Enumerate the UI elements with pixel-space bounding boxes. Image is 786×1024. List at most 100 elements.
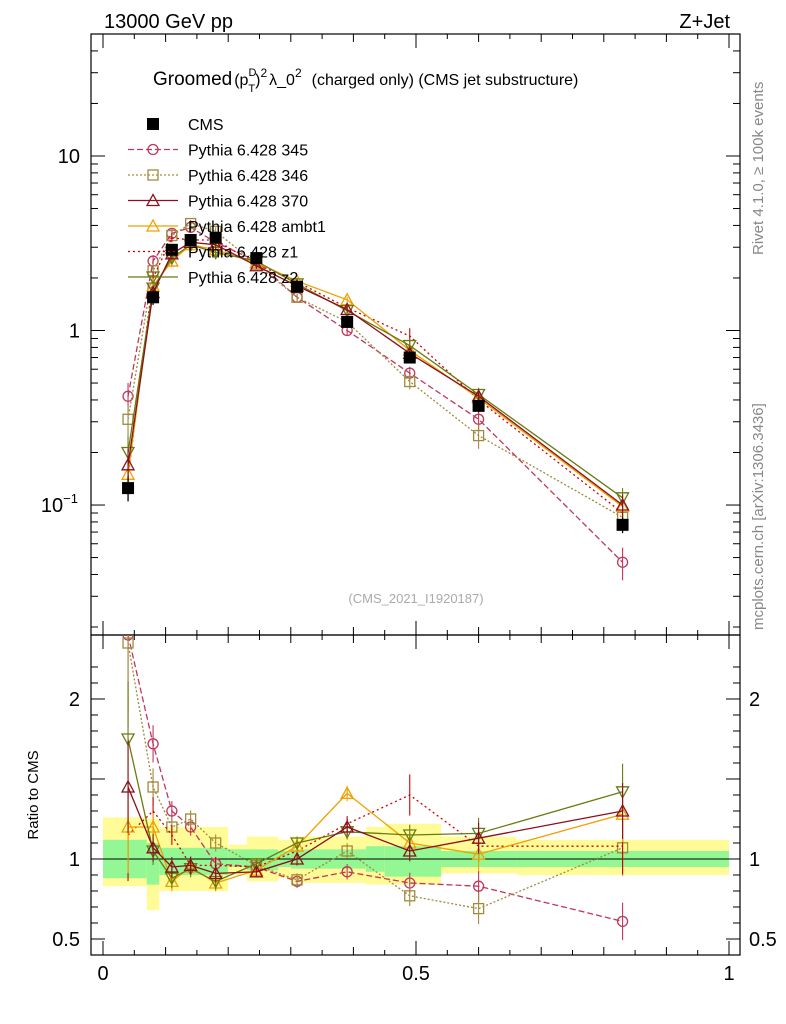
plot-title: Groomed (pD T)2 λ_02 (charged only) (CMS jet…	[153, 66, 578, 95]
ratio-point	[208, 866, 223, 880]
ratio-series-group	[120, 635, 630, 941]
legend-marker	[147, 169, 159, 181]
ratio-point	[291, 874, 303, 886]
ratio-point	[341, 866, 353, 878]
legend-label: Pythia 6.428 345	[188, 143, 308, 160]
ratio-point	[340, 786, 355, 800]
cms-point	[209, 231, 222, 244]
ratio-point	[472, 880, 485, 892]
ratio-y-tick-label: 2	[69, 689, 80, 711]
ratio-point	[616, 915, 629, 928]
ratio-point	[147, 738, 159, 750]
ratio-point	[289, 838, 305, 852]
main-y-tick-label: 10	[58, 146, 80, 168]
legend-label: Pythia 6.428 346	[188, 168, 308, 185]
data-point	[249, 258, 264, 272]
ratio-point	[249, 858, 264, 872]
x-tick-label: 0.5	[402, 963, 430, 985]
band-inner-3	[228, 849, 247, 867]
legend-label: Pythia 6.428 z1	[188, 245, 298, 262]
data-point	[615, 497, 630, 511]
legend-marker	[147, 118, 159, 130]
cms-point	[184, 234, 197, 247]
data-point	[120, 446, 136, 460]
data-point	[120, 457, 136, 471]
ratio-point	[341, 845, 353, 857]
ratio-point	[166, 805, 178, 817]
data-point	[472, 413, 485, 425]
ratio-point	[249, 864, 264, 878]
ratio-point	[120, 779, 136, 793]
ratio-axis-label: Ratio to CMS	[25, 750, 42, 839]
series-cms	[122, 231, 629, 534]
data-point	[184, 217, 197, 230]
ratio-y-tick-label-right: 0.5	[749, 929, 777, 951]
ratio-point	[289, 837, 305, 851]
analysis-watermark: (CMS_2021_I1920187)	[348, 591, 483, 606]
data-point	[616, 556, 629, 568]
ratio-plot-frame	[90, 634, 741, 956]
legend-label: Pythia 6.428 370	[188, 194, 308, 211]
ratio-point	[471, 830, 486, 844]
ratio-y-tick-label-right: 2	[749, 689, 760, 711]
ratio-point	[402, 843, 417, 857]
legend-item-3: Pythia 6.428 370	[128, 193, 308, 211]
cms-point	[147, 291, 160, 304]
main-y-tick-label: 1	[69, 321, 80, 343]
ratio-y-tick-label: 1	[69, 849, 80, 871]
legend-item-5: Pythia 6.428 z1	[128, 245, 298, 262]
ratio-point	[147, 781, 159, 793]
x-tick-label: 1	[723, 963, 734, 985]
ratio-point	[122, 637, 134, 649]
legend-item-1: Pythia 6.428 345	[128, 143, 308, 160]
ratio-point	[615, 803, 630, 817]
cms-point	[616, 518, 629, 531]
legend-marker	[147, 143, 159, 156]
ratio-point	[120, 733, 136, 747]
data-point	[472, 429, 485, 442]
series-line	[127, 222, 623, 518]
ratio-point	[471, 846, 486, 860]
legend-item-6: Pythia 6.428 z2	[128, 270, 298, 287]
main-y-tick-label: 10−1	[41, 491, 78, 517]
legend-label: CMS	[188, 117, 224, 134]
ratio-point	[184, 813, 197, 825]
data-point	[340, 302, 355, 316]
ratio-y-tick-label-right: 1	[749, 849, 760, 871]
legend-item-4: Pythia 6.428 ambt1	[128, 218, 326, 236]
legend-item-0: CMS	[147, 117, 224, 134]
ratio-point	[164, 859, 179, 873]
data-point	[208, 237, 223, 251]
legend-label: Pythia 6.428 ambt1	[188, 219, 326, 236]
ratio-y-tick-label: 0.5	[52, 929, 80, 951]
ratio-point	[210, 837, 222, 849]
axis-ticks	[91, 33, 740, 955]
ratio-point	[402, 829, 417, 843]
data-point	[122, 390, 134, 402]
ratio-line	[127, 642, 623, 910]
legend-item-2: Pythia 6.428 346	[128, 168, 308, 185]
cms-point	[472, 399, 485, 412]
legend-marker	[145, 271, 161, 285]
mcplots-label: mcplots.cern.ch [arXiv:1306.3436]	[750, 403, 767, 630]
ratio-series-3	[120, 740, 630, 882]
data-point	[402, 339, 417, 353]
cms-point	[250, 252, 263, 265]
data-point	[615, 492, 630, 506]
cms-point	[165, 243, 178, 256]
rivet-label: Rivet 4.1.0, ≥ 100k events	[750, 82, 767, 255]
ratio-point	[472, 902, 485, 915]
legend-label: Pythia 6.428 z2	[188, 270, 298, 287]
cms-point	[341, 315, 354, 328]
cms-point	[291, 280, 304, 293]
legend-marker	[145, 218, 161, 232]
x-tick-label: 0	[97, 963, 108, 985]
ratio-point	[289, 851, 305, 865]
legend-marker	[145, 193, 161, 207]
data-point	[404, 375, 416, 388]
ratio-point	[340, 819, 355, 833]
main-series-group	[120, 217, 630, 581]
ratio-point	[183, 858, 198, 872]
axis-tick-labels: 10−1 1 10 0.5 0.5 1 1 2 2 0 0.5 1	[41, 146, 777, 985]
